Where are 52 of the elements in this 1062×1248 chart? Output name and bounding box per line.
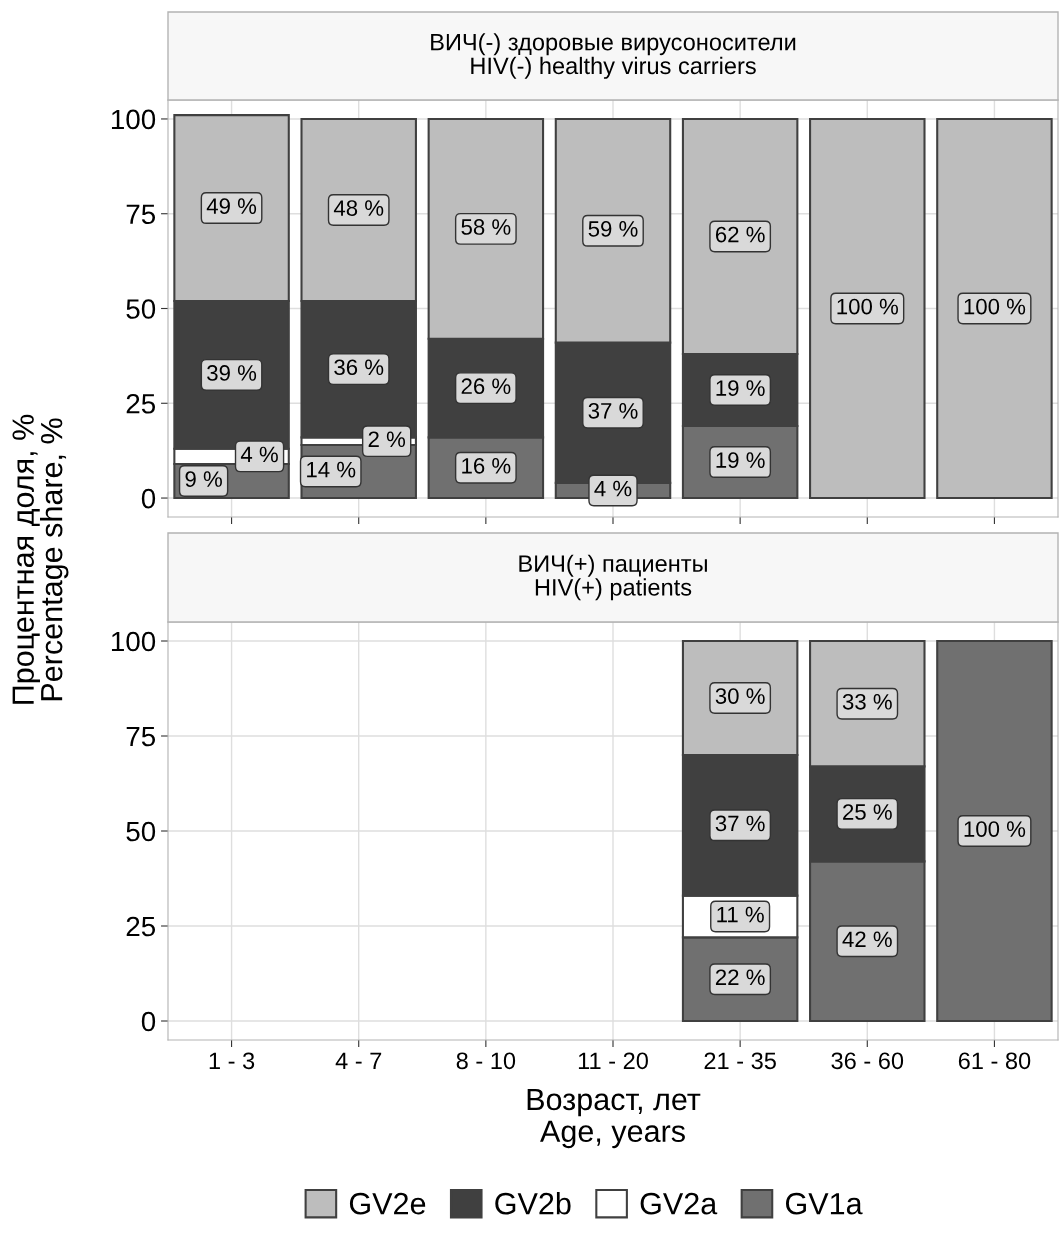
y-tick-label: 25 bbox=[126, 916, 156, 937]
x-tick-label: 11 - 20 bbox=[578, 1052, 648, 1070]
x-tick-label: 4 - 7 bbox=[335, 1052, 382, 1069]
data-label: 14 % bbox=[307, 461, 356, 478]
x-axis-title: Возраст, лет Age, years bbox=[527, 1088, 701, 1149]
legend-label: GV2b bbox=[495, 1192, 571, 1215]
data-label: 25 % bbox=[843, 804, 892, 820]
y-tick-label: 0 bbox=[141, 1011, 156, 1032]
data-label: 26 % bbox=[461, 378, 511, 395]
data-label: 16 % bbox=[462, 457, 511, 474]
y-tick-label: 75 bbox=[126, 204, 156, 225]
x-tick-label: 8 - 10 bbox=[456, 1052, 516, 1070]
data-label: 30 % bbox=[715, 688, 765, 704]
data-label: 37 % bbox=[588, 402, 638, 419]
data-label: 33 % bbox=[842, 693, 892, 710]
legend-label: GV2a bbox=[640, 1192, 718, 1215]
data-label: 11 % bbox=[717, 906, 764, 923]
x-tick-label: 36 - 60 bbox=[831, 1052, 904, 1070]
data-label: 62 % bbox=[715, 226, 765, 243]
y-tick-label: 100 bbox=[111, 631, 156, 652]
data-label: 36 % bbox=[334, 359, 384, 376]
data-label: 100 % bbox=[964, 298, 1026, 315]
chart-title: ВИЧ(+) пациенты HIV(+) patients bbox=[519, 554, 707, 601]
data-label: 59 % bbox=[588, 221, 638, 237]
x-tick-label: 1 - 3 bbox=[209, 1052, 255, 1070]
legend-label: GV2e bbox=[349, 1192, 426, 1215]
y-tick-label: 0 bbox=[141, 488, 156, 509]
data-label: 48 % bbox=[333, 200, 384, 216]
data-label: 2 % bbox=[368, 431, 406, 448]
y-tick-label: 25 bbox=[126, 393, 156, 414]
x-tick-label: 21 - 35 bbox=[704, 1052, 776, 1070]
legend-label: GV1a bbox=[785, 1192, 863, 1215]
data-label: 4 % bbox=[240, 446, 278, 463]
data-label: 19 % bbox=[716, 452, 765, 468]
data-label: 49 % bbox=[206, 198, 257, 215]
data-label: 58 % bbox=[461, 219, 511, 235]
data-label: 22 % bbox=[715, 969, 765, 986]
data-label: 4 % bbox=[594, 480, 632, 497]
data-label: 100 % bbox=[837, 298, 898, 315]
data-label: 9 % bbox=[185, 471, 222, 487]
y-tick-label: 75 bbox=[126, 726, 156, 747]
data-label: 42 % bbox=[842, 931, 892, 948]
chart-title: ВИЧ(-) здоровые вирусоносители HIV(-) healthy virus carriers bbox=[431, 33, 796, 79]
y-tick-label: 100 bbox=[111, 109, 156, 130]
data-label: 100 % bbox=[964, 821, 1026, 837]
x-tick-label: 61 - 80 bbox=[958, 1052, 1031, 1070]
y-axis-title: Процентная доля, % Percentage share, % bbox=[12, 414, 69, 704]
y-tick-label: 50 bbox=[126, 299, 156, 319]
data-label: 37 % bbox=[715, 815, 765, 832]
data-label: 39 % bbox=[207, 365, 257, 381]
data-label: 19 % bbox=[716, 380, 765, 396]
y-tick-label: 50 bbox=[126, 821, 156, 842]
